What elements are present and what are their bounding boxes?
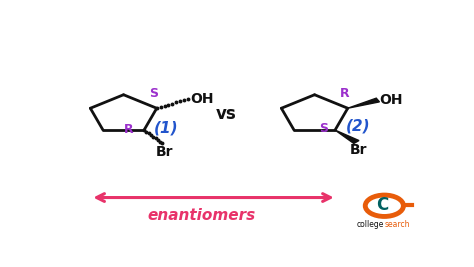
Text: Br: Br — [349, 143, 367, 157]
Polygon shape — [335, 130, 359, 143]
Text: (2): (2) — [346, 118, 371, 133]
Text: OH: OH — [380, 93, 403, 107]
Polygon shape — [348, 98, 380, 108]
Text: OH: OH — [190, 92, 213, 106]
Text: S: S — [319, 121, 328, 135]
Text: Br: Br — [155, 145, 173, 159]
Text: enantiomers: enantiomers — [147, 207, 255, 222]
Text: search: search — [385, 220, 410, 229]
Text: S: S — [149, 87, 158, 100]
Text: college: college — [356, 220, 383, 229]
Text: vs: vs — [216, 105, 237, 123]
Text: R: R — [124, 123, 134, 136]
Text: C: C — [376, 196, 389, 214]
Text: (1): (1) — [154, 120, 178, 135]
Text: R: R — [340, 87, 350, 100]
